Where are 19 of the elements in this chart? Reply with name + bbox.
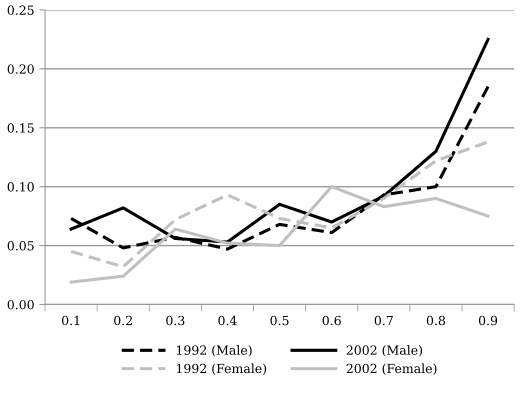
legend-label: 2002 (Male) [346, 345, 422, 357]
y-tick-label: 0.25 [8, 5, 34, 15]
y-tick-label: 0.00 [8, 300, 34, 310]
x-tick-label: 0.2 [114, 316, 132, 326]
x-tick-label: 0.7 [374, 316, 393, 326]
y-tick-label: 0.10 [8, 182, 34, 192]
y-tick-label: 0.15 [8, 123, 34, 133]
x-tick-label: 0.3 [166, 316, 184, 326]
y-tick-label: 0.05 [8, 241, 34, 250]
legend-label: 1992 (Male) [176, 345, 252, 357]
x-tick-label: 0.4 [218, 316, 237, 326]
y-tick-label: 0.20 [8, 64, 34, 74]
x-tick-label: 0.8 [426, 316, 446, 326]
x-tick-label: 0.6 [322, 316, 341, 326]
x-tick-label: 0.1 [62, 316, 80, 326]
legend-label: 1992 (Female) [176, 364, 266, 375]
legend-label: 2002 (Female) [346, 364, 436, 375]
x-tick-label: 0.9 [478, 316, 498, 326]
x-tick-label: 0.5 [270, 316, 289, 326]
